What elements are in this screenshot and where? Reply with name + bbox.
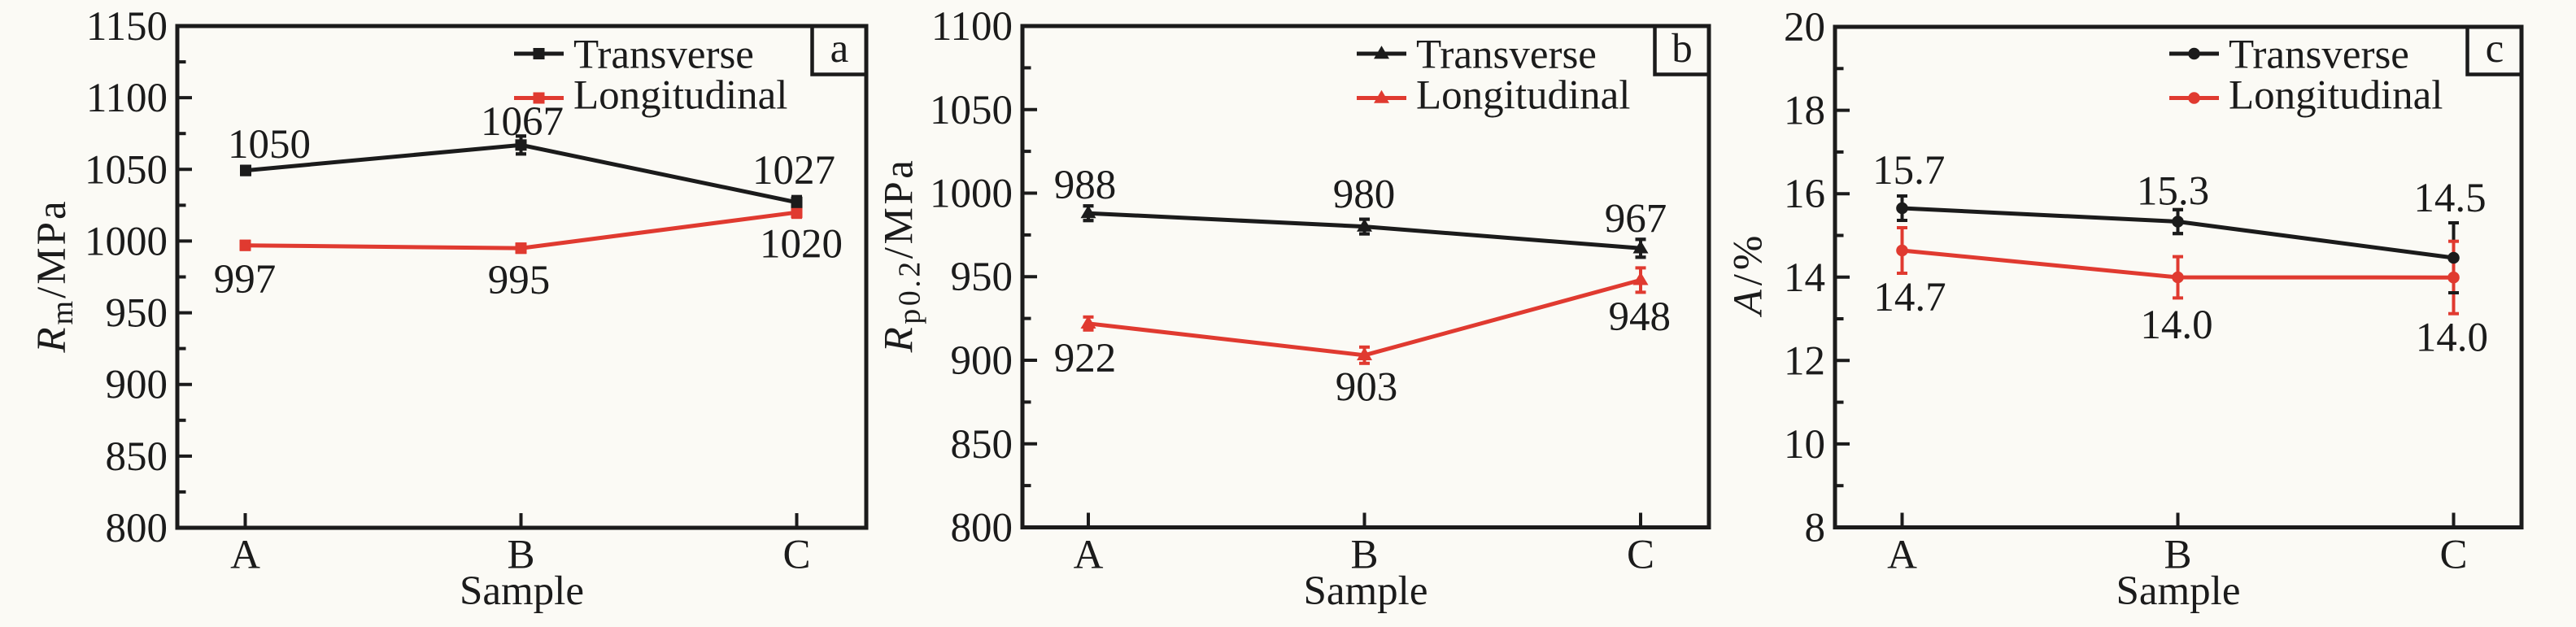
svg-text:14.7: 14.7 bbox=[1873, 275, 1946, 320]
svg-text:997: 997 bbox=[214, 257, 277, 303]
svg-text:967: 967 bbox=[1605, 197, 1667, 242]
svg-text:Sample: Sample bbox=[2116, 568, 2241, 614]
svg-text:b: b bbox=[1672, 26, 1693, 72]
svg-text:15.3: 15.3 bbox=[2137, 169, 2209, 215]
svg-text:948: 948 bbox=[1608, 294, 1671, 340]
svg-text:a: a bbox=[830, 26, 849, 72]
svg-text:14.0: 14.0 bbox=[2140, 303, 2212, 348]
svg-text:16: 16 bbox=[1784, 172, 1825, 217]
svg-text:14.0: 14.0 bbox=[2416, 315, 2488, 360]
svg-text:C: C bbox=[2439, 533, 2467, 578]
svg-text:1150: 1150 bbox=[86, 4, 168, 50]
svg-text:12: 12 bbox=[1784, 338, 1825, 384]
svg-text:Transverse: Transverse bbox=[1416, 33, 1597, 78]
svg-text:c: c bbox=[2486, 26, 2504, 72]
svg-text:Rm/MPa: Rm/MPa bbox=[29, 198, 80, 353]
svg-text:1050: 1050 bbox=[930, 88, 1013, 133]
svg-text:A/%: A/% bbox=[1726, 232, 1772, 318]
svg-text:1050: 1050 bbox=[228, 122, 311, 168]
svg-text:800: 800 bbox=[951, 506, 1013, 551]
svg-text:950: 950 bbox=[951, 255, 1013, 300]
svg-text:Rp0.2/MPa: Rp0.2/MPa bbox=[877, 158, 927, 354]
svg-text:14.5: 14.5 bbox=[2413, 176, 2486, 221]
svg-text:1000: 1000 bbox=[930, 172, 1013, 217]
svg-text:Sample: Sample bbox=[460, 568, 584, 614]
svg-text:A: A bbox=[1074, 533, 1104, 578]
svg-text:Transverse: Transverse bbox=[573, 33, 754, 78]
svg-text:15.7: 15.7 bbox=[1872, 148, 1945, 194]
svg-text:1027: 1027 bbox=[752, 148, 835, 194]
svg-text:Transverse: Transverse bbox=[2229, 33, 2409, 78]
svg-text:C: C bbox=[782, 533, 810, 578]
svg-text:Longitudinal: Longitudinal bbox=[573, 73, 787, 119]
svg-text:Longitudinal: Longitudinal bbox=[1416, 73, 1630, 119]
svg-text:988: 988 bbox=[1054, 163, 1117, 208]
svg-text:850: 850 bbox=[106, 434, 168, 480]
svg-text:8: 8 bbox=[1805, 506, 1826, 551]
svg-text:800: 800 bbox=[106, 506, 168, 551]
svg-text:C: C bbox=[1627, 533, 1654, 578]
svg-text:1050: 1050 bbox=[85, 147, 168, 193]
svg-text:922: 922 bbox=[1054, 336, 1117, 381]
svg-text:903: 903 bbox=[1336, 365, 1398, 411]
svg-text:18: 18 bbox=[1784, 89, 1825, 134]
svg-text:1000: 1000 bbox=[85, 219, 168, 264]
svg-text:900: 900 bbox=[106, 363, 168, 408]
svg-text:A: A bbox=[1887, 533, 1917, 578]
svg-text:850: 850 bbox=[951, 422, 1013, 468]
svg-text:1067: 1067 bbox=[481, 99, 564, 145]
svg-text:1100: 1100 bbox=[86, 76, 168, 121]
svg-text:B: B bbox=[507, 533, 534, 578]
svg-text:980: 980 bbox=[1333, 172, 1396, 217]
svg-text:1100: 1100 bbox=[931, 4, 1013, 50]
svg-text:14: 14 bbox=[1784, 255, 1825, 301]
svg-text:995: 995 bbox=[488, 258, 551, 303]
svg-text:950: 950 bbox=[106, 291, 168, 337]
svg-text:B: B bbox=[1350, 533, 1378, 578]
svg-text:10: 10 bbox=[1784, 422, 1825, 468]
svg-text:B: B bbox=[2164, 533, 2191, 578]
svg-text:20: 20 bbox=[1784, 5, 1825, 50]
svg-text:1020: 1020 bbox=[760, 222, 843, 268]
svg-text:Longitudinal: Longitudinal bbox=[2229, 73, 2443, 119]
svg-text:Sample: Sample bbox=[1304, 568, 1428, 614]
svg-text:A: A bbox=[230, 533, 260, 578]
svg-text:900: 900 bbox=[951, 338, 1013, 384]
